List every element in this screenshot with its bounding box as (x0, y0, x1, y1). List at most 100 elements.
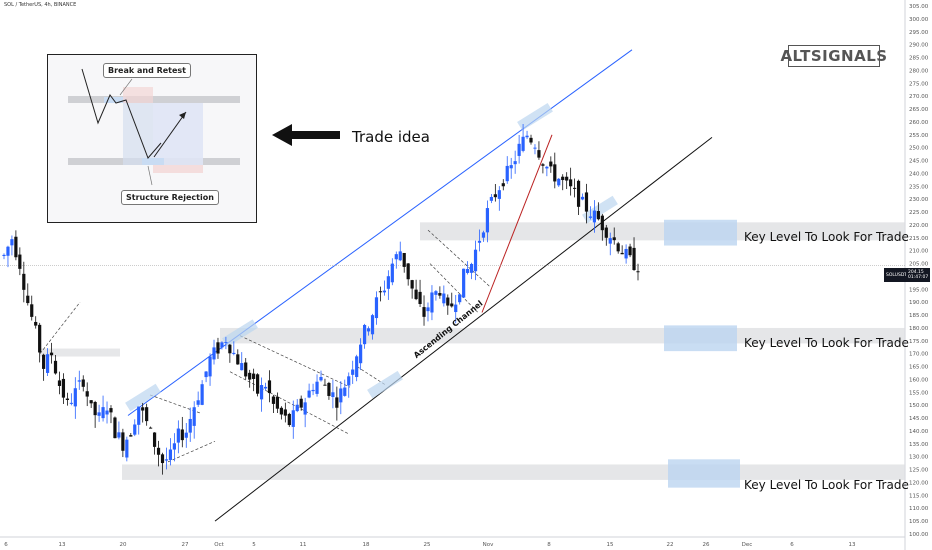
wedge-2-top (149, 394, 201, 414)
candle-body-61-1 (489, 196, 493, 201)
x-tick-label-5: 5 (252, 542, 256, 548)
y-tick-label-39: 110.00 (909, 506, 929, 512)
candle-body-65-1 (521, 136, 525, 151)
x-tick-label-16: 13 (849, 542, 856, 548)
wedge-4 (356, 366, 386, 385)
structure-rejection-label: Structure Rejection (121, 190, 219, 205)
y-tick-label-19: 210.00 (909, 249, 929, 255)
candle-body-70-1 (561, 176, 565, 181)
candle-body-24-0 (192, 407, 196, 426)
y-tick-label-23: 190.00 (909, 300, 929, 306)
candle-body-63-0 (501, 183, 505, 187)
candle-body-49-1 (394, 254, 398, 260)
candle-body-13-1 (109, 408, 113, 413)
candle-body-74-1 (592, 210, 597, 223)
candle-body-57-0 (454, 304, 458, 313)
candle-body-24-1 (196, 400, 200, 405)
price-tag-symbol: SOLUSDT (884, 268, 907, 282)
candle-body-14-0 (113, 417, 117, 439)
candle-body-23-0 (184, 432, 188, 438)
candle-body-18-1 (149, 427, 153, 429)
y-tick-label-26: 175.00 (909, 339, 929, 345)
candle-body-42-0 (335, 397, 339, 408)
y-tick-label-25: 180.00 (909, 326, 929, 332)
candle-body-8-1 (69, 402, 73, 404)
candle-body-75-0 (596, 211, 600, 220)
candle-body-13-0 (105, 410, 109, 415)
candle-body-16-0 (129, 435, 133, 437)
y-tick-label-30: 155.00 (909, 390, 929, 396)
candle-body-56-0 (446, 297, 450, 306)
inset-long-box (123, 103, 153, 165)
key-level-box-1 (664, 219, 737, 246)
candle-body-78-0 (620, 252, 624, 255)
candle-body-15-1 (125, 439, 129, 458)
candle-body-56-1 (450, 303, 454, 307)
candle-body-73-1 (584, 192, 589, 212)
symbol-header: SOL / TetherUS, 4h, BINANCE (4, 2, 77, 8)
candle-body-78-1 (624, 248, 628, 259)
candle-body-80-0 (636, 271, 640, 273)
candle-body-51-1 (410, 280, 414, 289)
candle-body-71-1 (569, 179, 573, 187)
candle-body-19-0 (152, 432, 157, 447)
y-tick-label-40: 105.00 (909, 519, 929, 525)
candle-body-47-1 (378, 291, 383, 293)
y-tick-label-6: 275.00 (909, 81, 929, 87)
y-tick-label-24: 185.00 (909, 313, 929, 319)
candle-body-50-1 (402, 252, 406, 267)
candle-body-62-1 (497, 190, 501, 199)
candle-body-49-0 (390, 263, 394, 283)
x-tick-label-9: Nov (483, 542, 494, 548)
candle-body-55-0 (438, 293, 442, 296)
y-tick-label-1: 300.00 (909, 17, 929, 23)
y-tick-label-31: 150.00 (909, 403, 929, 409)
wedge-3-top (427, 229, 491, 287)
y-tick-label-4: 285.00 (909, 56, 929, 62)
y-tick-label-36: 125.00 (909, 468, 929, 474)
y-tick-label-20: 205.00 (909, 262, 929, 268)
x-tick-label-6: 11 (300, 542, 307, 548)
candle-body-75-1 (600, 215, 604, 231)
candle-body-6-0 (49, 352, 54, 356)
x-tick-label-1: 13 (59, 542, 66, 548)
candle-body-3-1 (30, 304, 34, 317)
candle-body-32-0 (256, 374, 260, 394)
candle-body-41-0 (327, 382, 331, 396)
y-tick-label-11: 250.00 (909, 146, 929, 152)
x-tick-label-3: 27 (182, 542, 189, 548)
candle-body-17-0 (137, 406, 141, 425)
y-tick-label-29: 160.00 (909, 377, 929, 383)
candle-body-51-0 (406, 263, 410, 280)
y-tick-label-13: 240.00 (909, 171, 929, 177)
candle-body-11-1 (93, 401, 97, 416)
inset-diagram (68, 68, 240, 186)
inset-blue-zone (104, 97, 126, 103)
left-zone (40, 348, 120, 357)
candle-body-31-0 (248, 372, 252, 380)
candle-body-1-1 (14, 236, 18, 258)
candle-body-8-0 (65, 398, 69, 400)
candle-body-16-1 (133, 424, 137, 435)
candle-body-30-0 (240, 363, 244, 371)
candle-body-55-1 (442, 293, 446, 304)
candle-body-35-0 (279, 407, 283, 415)
candle-body-62-0 (493, 194, 497, 198)
candle-body-36-0 (287, 413, 291, 426)
candle-body-37-1 (299, 398, 303, 408)
trade-idea-arrow (272, 124, 340, 146)
candle-body-77-1 (616, 243, 620, 252)
candle-body-20-0 (160, 454, 165, 464)
price-tag-value: 204.15 01:47:07 (906, 268, 930, 282)
candle-body-25-1 (204, 371, 208, 378)
candle-body-1-0 (10, 239, 14, 246)
candle-body-52-1 (418, 291, 422, 305)
strategy-inset: Break and Retest Structure Rejection (47, 54, 257, 223)
candle-body-52-0 (414, 289, 418, 300)
candle-body-46-1 (370, 315, 375, 335)
candle-body-38-1 (307, 390, 311, 398)
candle-body-40-1 (323, 384, 327, 386)
candle-body-61-0 (485, 208, 490, 233)
